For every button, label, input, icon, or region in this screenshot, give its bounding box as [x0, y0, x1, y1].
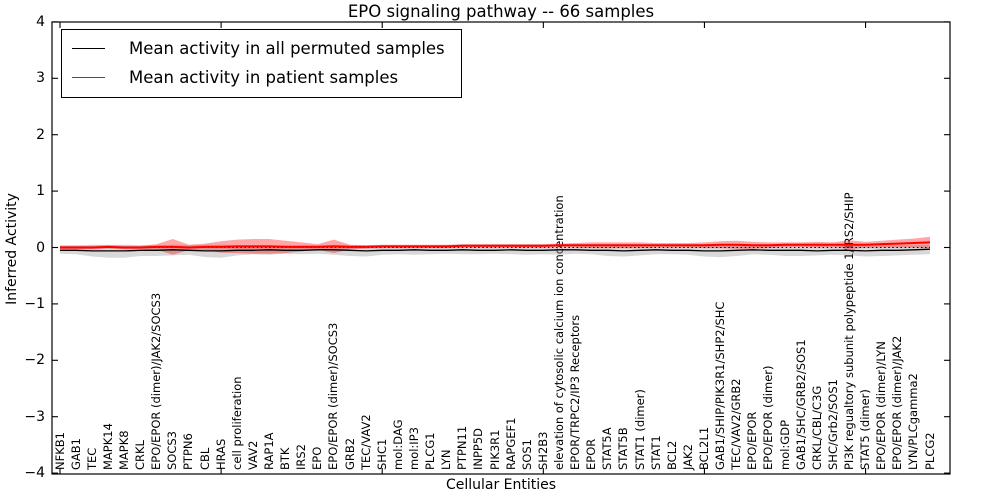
y-tick-label: 0 — [36, 239, 45, 256]
legend-entry-patient: Mean activity in patient samples — [72, 67, 445, 88]
chart-title: EPO signaling pathway -- 66 samples — [347, 2, 655, 21]
y-tick-label: −2 — [24, 352, 45, 369]
permuted-mean-line — [60, 248, 931, 252]
legend-label-patient: Mean activity in patient samples — [129, 68, 399, 87]
y-tick-label: −4 — [24, 465, 45, 482]
y-tick-label: −3 — [24, 408, 45, 425]
y-tick-label: −1 — [24, 295, 45, 312]
y-tick-label: 1 — [36, 183, 45, 200]
y-tick-label: 2 — [36, 126, 45, 143]
legend-line-swatch-black — [72, 48, 105, 49]
x-axis-label: Cellular Entities — [445, 477, 557, 493]
y-tick-label: 3 — [36, 70, 45, 87]
legend-label-permuted: Mean activity in all permuted samples — [129, 39, 445, 58]
legend-line-swatch-red — [72, 77, 105, 78]
patient-mean-line — [60, 241, 931, 249]
y-tick-label: 4 — [36, 13, 45, 30]
legend: Mean activity in all permuted samples Me… — [61, 29, 462, 98]
legend-entry-permuted: Mean activity in all permuted samples — [72, 38, 445, 59]
